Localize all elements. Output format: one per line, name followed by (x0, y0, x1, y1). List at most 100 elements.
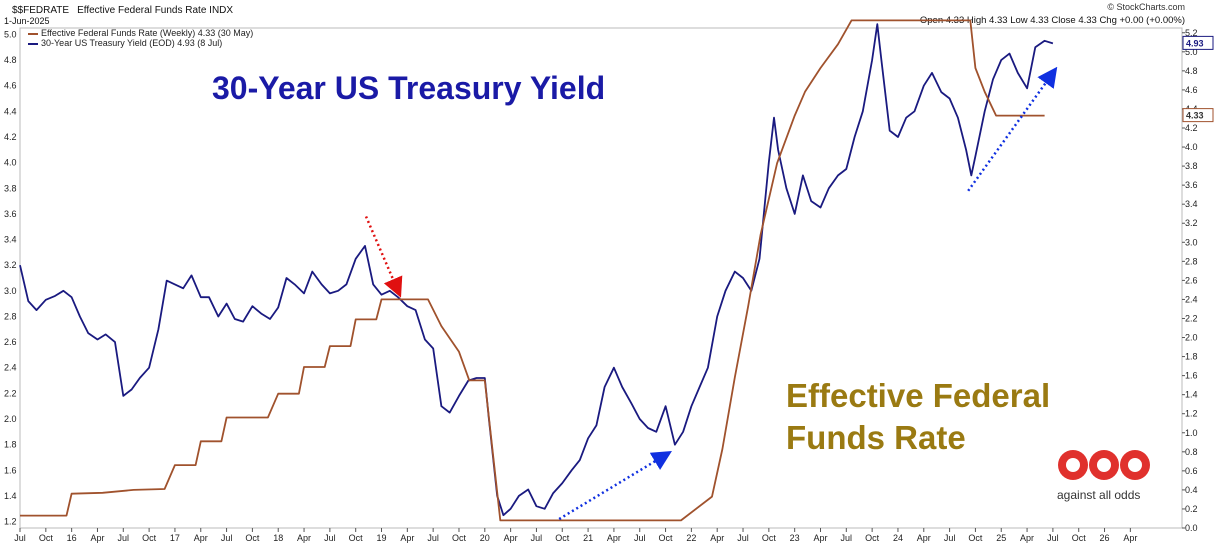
right-tick-label: 2.2 (1185, 313, 1198, 323)
left-tick-label: 3.2 (4, 260, 17, 270)
treasury-last-value: 4.93 (1186, 38, 1204, 48)
x-tick-label: Apr (194, 533, 208, 543)
x-tick-label: 17 (170, 533, 180, 543)
fed-funds-line (20, 19, 1045, 522)
x-tick-label: Oct (142, 533, 157, 543)
left-tick-label: 5.0 (4, 29, 17, 39)
x-tick-label: 23 (790, 533, 800, 543)
x-tick-label: Oct (245, 533, 260, 543)
x-tick-label: 19 (377, 533, 387, 543)
right-tick-label: 3.8 (1185, 161, 1198, 171)
x-tick-label: Oct (39, 533, 54, 543)
right-tick-label: 2.6 (1185, 275, 1198, 285)
chart-date: 1-Jun-2025 (4, 16, 50, 26)
x-tick-label: 25 (996, 533, 1006, 543)
x-tick-label: Oct (349, 533, 364, 543)
right-tick-label: 5.2 (1185, 28, 1198, 38)
left-tick-label: 3.0 (4, 286, 17, 296)
right-tick-label: 3.0 (1185, 237, 1198, 247)
x-tick-label: 26 (1100, 533, 1110, 543)
x-tick-label: Jul (737, 533, 749, 543)
legend-fed-swatch (28, 32, 38, 35)
x-tick-label: Jul (1047, 533, 1059, 543)
left-tick-label: 3.6 (4, 209, 17, 219)
left-tick-label: 1.8 (4, 440, 17, 450)
right-tick-label: 4.2 (1185, 123, 1198, 133)
right-tick-label: 2.0 (1185, 333, 1198, 343)
x-tick-label: Jul (531, 533, 543, 543)
right-tick-label: 0.6 (1185, 466, 1198, 476)
red-trend-arrow (364, 215, 403, 298)
chart-subtitle: Effective Federal Funds Rate INDX (77, 5, 234, 16)
plot-frame (19, 27, 1183, 529)
x-tick-label: Apr (90, 533, 104, 543)
treasury-annotation: 30-Year US Treasury Yield (212, 70, 606, 106)
x-tick-label: Jul (944, 533, 956, 543)
right-tick-label: 0.2 (1185, 504, 1198, 514)
x-tick-label: Apr (917, 533, 931, 543)
logo-text: against all odds (1057, 488, 1141, 502)
x-tick-label: 22 (686, 533, 696, 543)
x-tick-label: 18 (273, 533, 283, 543)
right-tick-label: 5.0 (1185, 47, 1198, 57)
right-tick-label: 4.6 (1185, 85, 1198, 95)
left-tick-label: 4.6 (4, 81, 17, 91)
fed-annotation: Effective Federal Funds Rate (786, 377, 1051, 456)
right-tick-label: 1.8 (1185, 352, 1198, 362)
x-tick-label: Jul (324, 533, 336, 543)
left-tick-label: 1.6 (4, 465, 17, 475)
left-tick-label: 4.2 (4, 132, 17, 142)
x-tick-label: Jul (118, 533, 130, 543)
x-tick-label: Apr (504, 533, 518, 543)
left-tick-label: 4.0 (4, 158, 17, 168)
chart-source: © StockCharts.com (1107, 2, 1185, 12)
legend-treasury-swatch (28, 42, 38, 45)
left-tick-label: 2.8 (4, 311, 17, 321)
logo-mark (1058, 450, 1150, 480)
right-tick-label: 1.6 (1185, 371, 1198, 381)
fed-last-value: 4.33 (1186, 111, 1204, 121)
treasury-last-box (1182, 35, 1214, 50)
right-tick-label: 1.0 (1185, 428, 1198, 438)
left-tick-label: 3.4 (4, 235, 17, 245)
chart-symbol: $$FEDRATE Effective Federal Funds Rate IN… (12, 5, 234, 16)
left-tick-label: 1.4 (4, 491, 17, 501)
right-tick-label: 0.4 (1185, 485, 1198, 495)
x-tick-label: Apr (813, 533, 827, 543)
x-tick-label: Oct (659, 533, 674, 543)
fed-last-box (1182, 108, 1214, 123)
legend-fed: Effective Federal Funds Rate (Weekly) 4.… (28, 28, 253, 38)
right-tick-label: 1.4 (1185, 390, 1198, 400)
blue-trend-arrow (558, 451, 672, 521)
left-tick-label: 2.4 (4, 363, 17, 373)
left-tick-label: 2.6 (4, 337, 17, 347)
x-tick-label: Jul (427, 533, 439, 543)
right-tick-label: 2.4 (1185, 294, 1198, 304)
left-tick-label: 2.0 (4, 414, 17, 424)
x-tick-label: Jul (634, 533, 646, 543)
right-tick-label: 4.8 (1185, 66, 1198, 76)
x-tick-label: Jul (221, 533, 233, 543)
right-tick-label: 1.2 (1185, 409, 1198, 419)
x-tick-label: 20 (480, 533, 490, 543)
x-tick-label: Oct (452, 533, 467, 543)
ohlc-readout: Open 4.33 High 4.33 Low 4.33 Close 4.33 … (919, 15, 1185, 26)
x-tick-label: Oct (762, 533, 777, 543)
x-tick-label: 24 (893, 533, 903, 543)
x-tick-label: Oct (865, 533, 880, 543)
x-tick-label: Oct (555, 533, 570, 543)
left-tick-label: 4.8 (4, 55, 17, 65)
left-tick-label: 1.2 (4, 517, 17, 527)
x-tick-label: Apr (1020, 533, 1034, 543)
left-tick-label: 4.4 (4, 106, 17, 116)
right-tick-label: 3.2 (1185, 218, 1198, 228)
x-tick-label: Apr (297, 533, 311, 543)
x-tick-label: 16 (67, 533, 77, 543)
legend-treasury: 30-Year US Treasury Yield (EOD) 4.93 (8 … (28, 38, 222, 48)
x-tick-label: Apr (607, 533, 621, 543)
x-tick-label: Jul (14, 533, 26, 543)
left-tick-label: 2.2 (4, 388, 17, 398)
treasury-yield-line (19, 23, 1054, 517)
x-tick-label: 21 (583, 533, 593, 543)
